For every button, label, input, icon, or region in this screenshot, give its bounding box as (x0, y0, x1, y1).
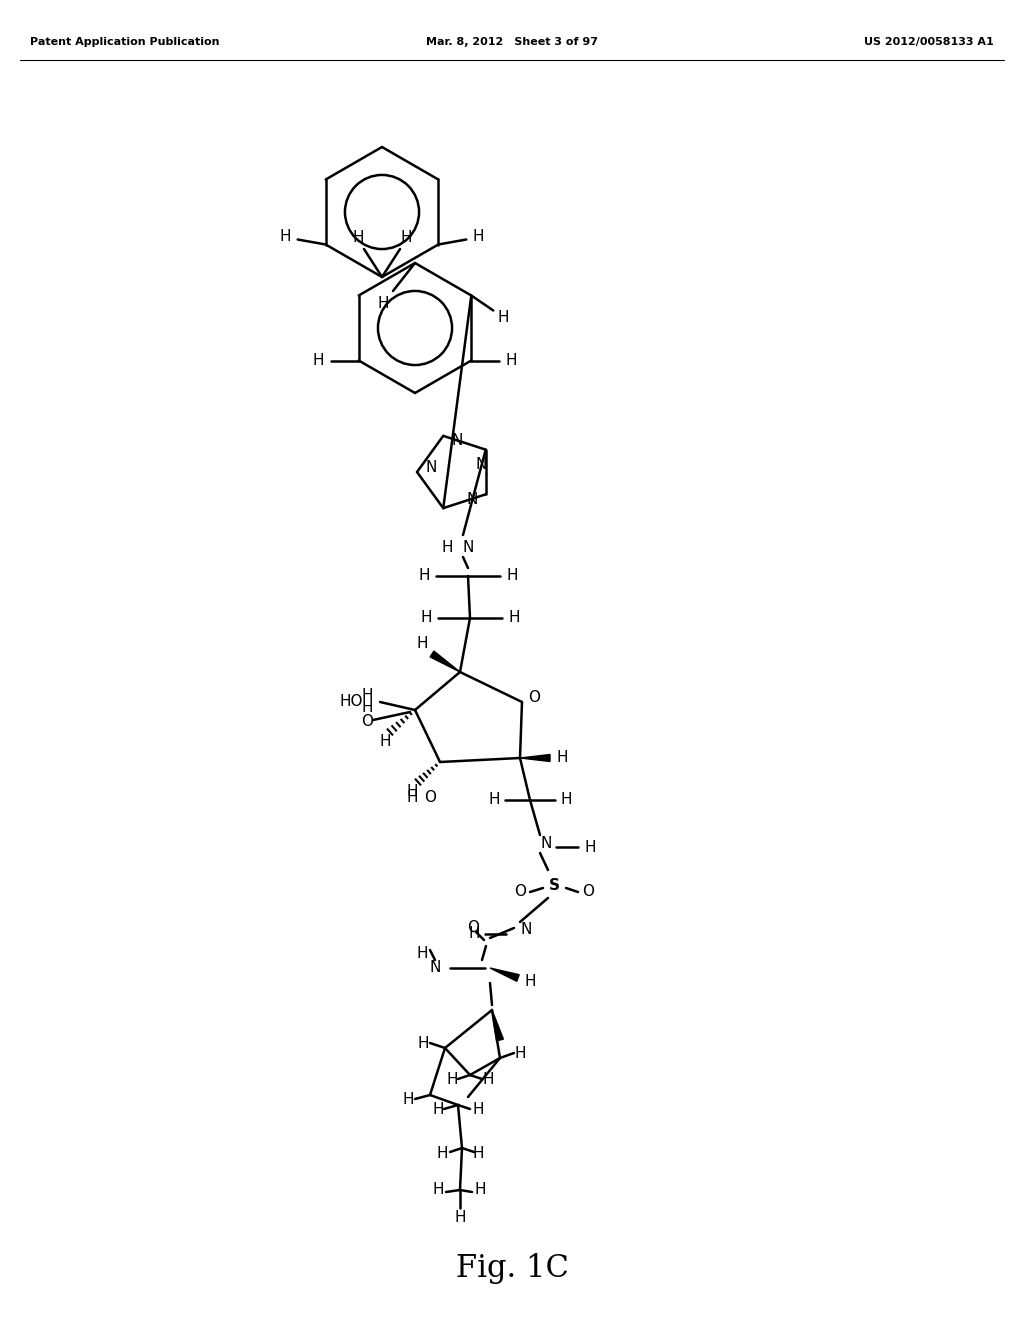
Text: H: H (407, 784, 418, 800)
Text: H: H (455, 1210, 466, 1225)
Text: N: N (462, 540, 474, 554)
Text: H: H (361, 688, 373, 702)
Text: S: S (549, 878, 559, 892)
Text: N: N (429, 961, 440, 975)
Polygon shape (490, 968, 519, 981)
Text: N: N (466, 492, 477, 507)
Text: Patent Application Publication: Patent Application Publication (30, 37, 219, 48)
Text: H: H (407, 789, 418, 804)
Text: O: O (467, 920, 479, 936)
Polygon shape (520, 755, 550, 762)
Polygon shape (430, 651, 460, 672)
Text: H: H (472, 1102, 483, 1118)
Text: N: N (520, 923, 531, 937)
Text: H: H (482, 1072, 494, 1088)
Text: H: H (472, 1146, 483, 1160)
Polygon shape (492, 1010, 504, 1041)
Text: H: H (436, 1146, 447, 1160)
Text: US 2012/0058133 A1: US 2012/0058133 A1 (864, 37, 994, 48)
Text: H: H (432, 1102, 443, 1118)
Text: HO: HO (340, 694, 362, 710)
Text: H: H (377, 296, 389, 310)
Text: H: H (379, 734, 391, 750)
Text: Fig. 1C: Fig. 1C (456, 1253, 568, 1283)
Text: H: H (468, 927, 480, 941)
Text: O: O (514, 884, 526, 899)
Text: O: O (424, 789, 436, 804)
Text: H: H (560, 792, 571, 808)
Text: H: H (498, 310, 509, 325)
Text: N: N (541, 836, 552, 850)
Text: H: H (432, 1183, 443, 1197)
Text: H: H (418, 569, 430, 583)
Text: H: H (488, 792, 500, 808)
Text: O: O (528, 689, 540, 705)
Text: H: H (506, 569, 518, 583)
Text: Mar. 8, 2012 Sheet 3 of 97: Mar. 8, 2012 Sheet 3 of 97 (426, 37, 598, 48)
Text: H: H (441, 540, 453, 554)
Text: H: H (474, 1183, 485, 1197)
Text: H: H (417, 1035, 429, 1051)
Text: N: N (425, 459, 436, 474)
Text: N: N (475, 457, 486, 473)
Text: H: H (506, 352, 517, 368)
Text: H: H (280, 228, 292, 244)
Text: H: H (400, 230, 412, 244)
Text: O: O (361, 714, 373, 730)
Text: H: H (472, 228, 484, 244)
Text: H: H (446, 1072, 458, 1088)
Text: H: H (556, 751, 567, 766)
Text: H: H (361, 701, 373, 715)
Text: O: O (582, 884, 594, 899)
Text: H: H (420, 610, 432, 626)
Text: H: H (524, 974, 536, 990)
Text: H: H (585, 840, 596, 854)
Text: H: H (508, 610, 520, 626)
Text: H: H (514, 1045, 525, 1060)
Text: H: H (352, 230, 364, 244)
Text: H: H (416, 636, 428, 652)
Text: H: H (416, 946, 428, 961)
Text: H: H (313, 352, 325, 368)
Text: N: N (452, 433, 463, 449)
Text: H: H (402, 1093, 414, 1107)
